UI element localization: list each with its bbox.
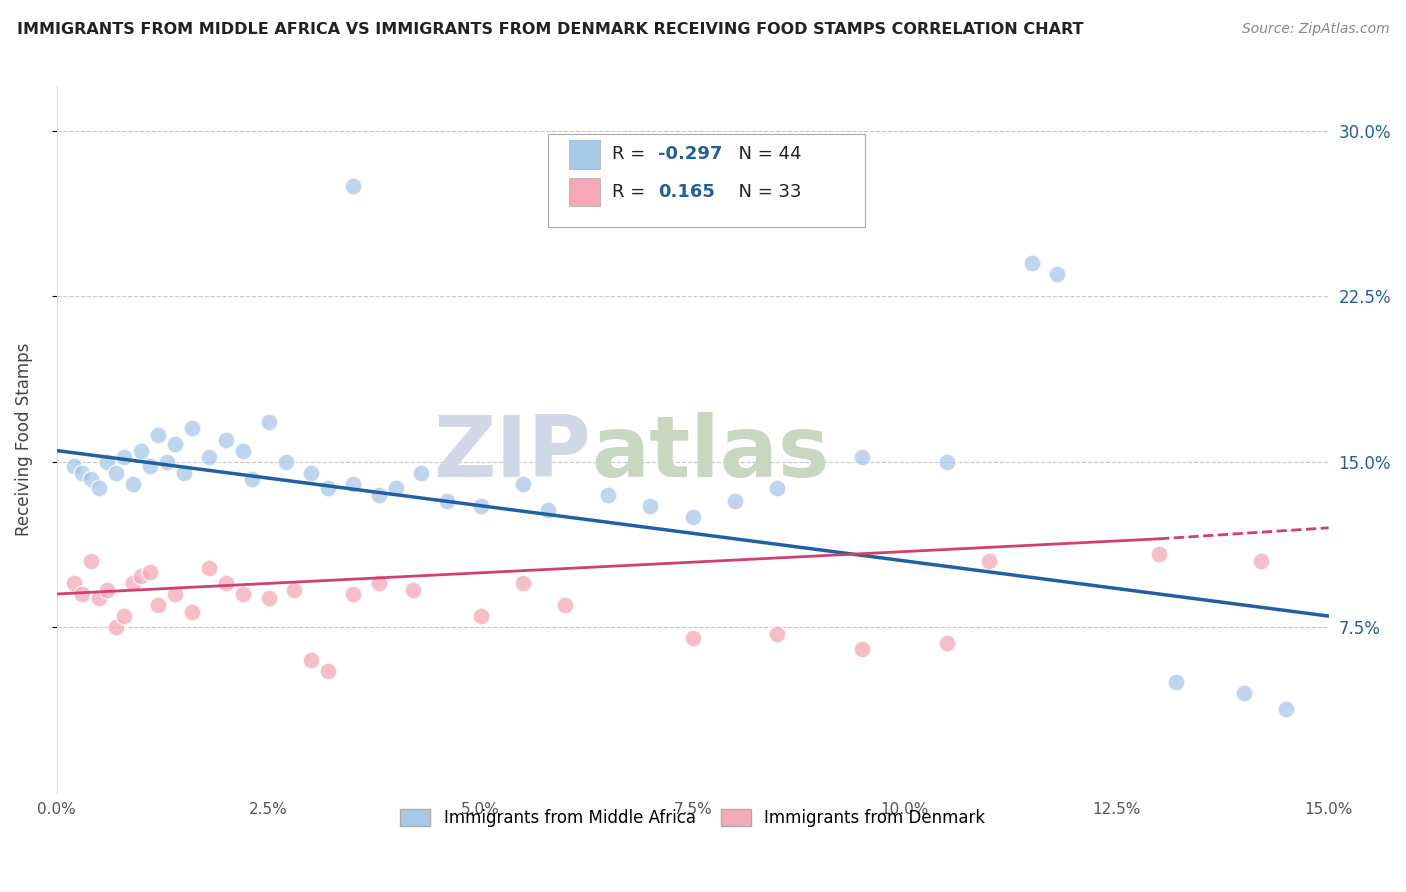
Point <box>131 443 153 458</box>
Point <box>402 582 425 597</box>
Point <box>173 466 195 480</box>
Text: ZIP: ZIP <box>433 412 591 495</box>
Point <box>257 591 280 606</box>
Text: -0.297: -0.297 <box>658 145 723 163</box>
Point <box>139 565 162 579</box>
Point <box>232 443 254 458</box>
Point <box>156 454 179 468</box>
Point <box>165 587 187 601</box>
Point <box>1147 547 1170 561</box>
Point <box>367 488 389 502</box>
Text: Source: ZipAtlas.com: Source: ZipAtlas.com <box>1241 22 1389 37</box>
Point <box>342 476 364 491</box>
Point <box>766 626 789 640</box>
Point <box>979 554 1001 568</box>
Point <box>936 635 959 649</box>
Point <box>342 587 364 601</box>
Legend: Immigrants from Middle Africa, Immigrants from Denmark: Immigrants from Middle Africa, Immigrant… <box>394 802 991 834</box>
Point <box>79 554 101 568</box>
Point <box>139 458 162 473</box>
Point <box>122 476 145 491</box>
Point <box>316 481 339 495</box>
Point <box>181 605 204 619</box>
Text: R =: R = <box>612 183 657 201</box>
Point <box>274 454 297 468</box>
Point <box>104 620 127 634</box>
Point <box>1233 686 1256 700</box>
Point <box>512 576 534 591</box>
Point <box>122 576 145 591</box>
Point <box>1046 267 1069 281</box>
Point <box>512 476 534 491</box>
Point <box>411 466 433 480</box>
Text: 0.165: 0.165 <box>658 183 714 201</box>
Point <box>766 481 789 495</box>
Point <box>215 433 238 447</box>
Point <box>148 428 170 442</box>
Text: R =: R = <box>612 145 651 163</box>
Point <box>638 499 661 513</box>
Y-axis label: Receiving Food Stamps: Receiving Food Stamps <box>15 343 32 536</box>
Point <box>724 494 747 508</box>
Point <box>596 488 619 502</box>
Point <box>299 653 322 667</box>
Point <box>104 466 127 480</box>
Point <box>316 665 339 679</box>
Point <box>851 450 873 465</box>
Point <box>682 631 704 645</box>
Text: IMMIGRANTS FROM MIDDLE AFRICA VS IMMIGRANTS FROM DENMARK RECEIVING FOOD STAMPS C: IMMIGRANTS FROM MIDDLE AFRICA VS IMMIGRA… <box>17 22 1084 37</box>
Point <box>257 415 280 429</box>
Point <box>165 437 187 451</box>
Point <box>240 472 263 486</box>
Point <box>851 642 873 657</box>
Point <box>79 472 101 486</box>
Point <box>1021 256 1043 270</box>
Point <box>114 609 136 624</box>
Point <box>682 509 704 524</box>
Point <box>114 450 136 465</box>
Point <box>385 481 408 495</box>
Point <box>87 481 110 495</box>
Point <box>1164 675 1187 690</box>
Point <box>198 560 221 574</box>
Text: N = 44: N = 44 <box>727 145 801 163</box>
Point <box>1250 554 1272 568</box>
Point <box>342 178 364 193</box>
Point <box>198 450 221 465</box>
Point <box>936 454 959 468</box>
Point <box>232 587 254 601</box>
Text: N = 33: N = 33 <box>727 183 801 201</box>
Point <box>554 598 576 612</box>
Point <box>470 499 492 513</box>
Point <box>70 587 93 601</box>
Point <box>181 421 204 435</box>
Text: atlas: atlas <box>591 412 830 495</box>
Point <box>62 576 84 591</box>
Point <box>283 582 305 597</box>
Point <box>62 458 84 473</box>
Point <box>299 466 322 480</box>
Point <box>367 576 389 591</box>
Point <box>215 576 238 591</box>
Point <box>96 454 118 468</box>
Point <box>70 466 93 480</box>
Point <box>1275 702 1298 716</box>
Point <box>87 591 110 606</box>
Point <box>96 582 118 597</box>
Point <box>131 569 153 583</box>
Point <box>436 494 458 508</box>
Point <box>470 609 492 624</box>
Point <box>537 503 560 517</box>
Point <box>148 598 170 612</box>
